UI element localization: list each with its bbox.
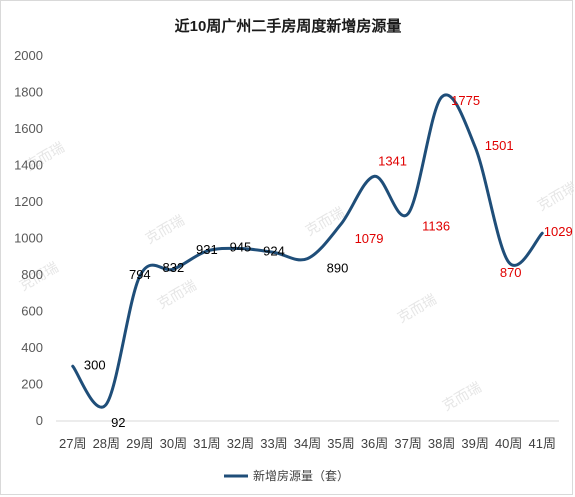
y-tick-label: 400 [21,340,43,355]
watermark-6: 克而瑞 [440,379,484,414]
x-tick-label: 41周 [528,436,555,451]
y-tick-label: 2000 [14,48,43,63]
watermark-3: 克而瑞 [155,277,199,312]
y-tick-label: 1200 [14,194,43,209]
x-tick-label: 40周 [495,436,522,451]
x-tick-label: 27周 [59,436,86,451]
data-label: 1775 [451,93,480,108]
data-label: 924 [263,243,285,258]
data-labels: 300 92 794 832 931 945 924 890 1079 1341 1136 1775 1… [84,93,573,430]
series-line-new-listings [71,93,544,409]
x-tick-label: 33周 [260,436,287,451]
x-tick-label: 31周 [193,436,220,451]
x-tick-label: 38周 [428,436,455,451]
x-tick-label: 29周 [126,436,153,451]
data-label: 92 [111,415,125,430]
data-label: 1079 [355,231,384,246]
y-tick-label: 1800 [14,85,43,100]
x-tick-label: 36周 [361,436,388,451]
x-tick-label: 35周 [327,436,354,451]
y-tick-label: 0 [36,413,43,428]
legend: 新增房源量（套） [224,468,349,483]
x-tick-label: 32周 [227,436,254,451]
x-tick-label: 34周 [294,436,321,451]
y-tick-label: 800 [21,267,43,282]
data-label: 794 [129,267,151,282]
data-label: 1501 [485,138,514,153]
y-tick-label: 600 [21,304,43,319]
x-axis: 27周 28周 29周 30周 31周 32周 33周 34周 35周 36周 37周 38周 39周 4… [59,436,556,451]
y-tick-label: 1400 [14,158,43,173]
x-tick-label: 37周 [394,436,421,451]
chart-title: 近10周广州二手房周度新增房源量 [175,17,402,35]
data-label: 870 [500,265,522,280]
y-tick-label: 1000 [14,231,43,246]
x-tick-label: 39周 [461,436,488,451]
y-tick-label: 1600 [14,121,43,136]
watermark-5: 克而瑞 [395,291,439,326]
watermark-4: 克而瑞 [303,204,347,239]
x-tick-label: 30周 [160,436,187,451]
legend-label: 新增房源量（套） [253,468,349,483]
data-label: 931 [196,242,218,257]
data-label: 890 [327,261,349,276]
data-label: 945 [230,240,252,255]
data-label: 1341 [378,153,407,168]
data-label: 300 [84,357,106,372]
y-axis: 0 200 400 600 800 1000 1200 1400 1600 1800 2000 [14,48,43,428]
data-label: 1136 [422,219,450,234]
watermark-1: 克而瑞 [143,212,187,247]
data-label: 832 [163,260,185,275]
data-label: 1029 [544,224,573,239]
y-tick-label: 200 [21,377,43,392]
watermark-7: 克而瑞 [535,179,575,214]
x-tick-label: 28周 [93,436,120,451]
